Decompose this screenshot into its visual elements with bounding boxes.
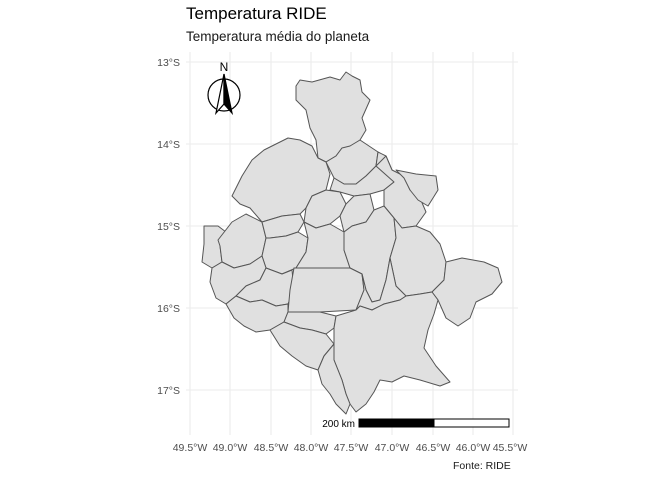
x-tick-46-0w: 46.0°W xyxy=(456,442,491,454)
x-axis-labels: 49.5°W 49.0°W 48.5°W 48.0°W 47.5°W 47.0°… xyxy=(173,442,528,454)
x-tick-45-5w: 45.5°W xyxy=(493,442,528,454)
municipality-north-1 xyxy=(295,71,371,163)
x-tick-47-0w: 47.0°W xyxy=(375,442,410,454)
y-tick-14s: 14°S xyxy=(157,139,180,151)
municipality-east-1 xyxy=(389,217,447,297)
map-subtitle: Temperatura média do planeta xyxy=(186,29,370,44)
municipality-polygons xyxy=(201,71,503,415)
x-tick-49-5w: 49.5°W xyxy=(173,442,208,454)
x-tick-47-5w: 47.5°W xyxy=(334,442,369,454)
y-tick-15s: 15°S xyxy=(157,221,180,233)
y-tick-17s: 17°S xyxy=(157,385,180,397)
x-tick-46-5w: 46.5°W xyxy=(416,442,451,454)
y-axis-labels: 13°S 14°S 15°S 16°S 17°S xyxy=(157,57,180,397)
municipality-distrito-federal xyxy=(287,267,365,313)
scale-bar: 200 km xyxy=(322,418,510,430)
north-arrow-label: N xyxy=(220,60,229,74)
y-tick-16s: 16°S xyxy=(157,303,180,315)
map-title: Temperatura RIDE xyxy=(186,4,327,23)
map-caption: Fonte: RIDE xyxy=(453,460,511,472)
scale-bar-label: 200 km xyxy=(322,419,355,430)
x-tick-49-0w: 49.0°W xyxy=(213,442,248,454)
north-arrow: N xyxy=(207,60,241,116)
x-tick-48-5w: 48.5°W xyxy=(254,442,289,454)
municipality-northeast-1 xyxy=(375,155,427,229)
y-tick-13s: 13°S xyxy=(157,57,180,69)
municipality-northeast-2 xyxy=(395,169,439,207)
x-tick-48-0w: 48.0°W xyxy=(294,442,329,454)
municipality-south-3 xyxy=(317,343,351,415)
